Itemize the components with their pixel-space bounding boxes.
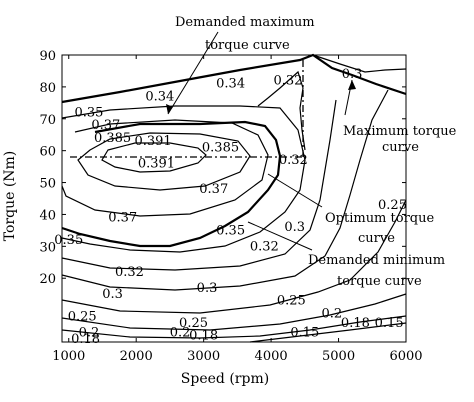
annotation-max-torque: Maximum torque <box>343 124 457 139</box>
demanded-max-curve <box>61 53 407 104</box>
contour-0.385 <box>77 132 251 191</box>
contour-label: 0.15 <box>290 325 319 340</box>
contour-label: 0.25 <box>277 294 306 309</box>
y-tick-label: 50 <box>39 177 56 192</box>
contour-label: 0.37 <box>199 182 228 197</box>
axes: 1000 2000 3000 4000 5000 6000 20 30 40 50 60 70 80 90 <box>39 49 422 364</box>
arrowhead-max-torque <box>348 80 356 90</box>
y-tick-label: 60 <box>39 145 56 160</box>
contour-label: 0.25 <box>179 316 208 331</box>
annotation-optimum-line2: curve <box>358 231 395 246</box>
contour-label: 0.18 <box>71 332 100 347</box>
contour-label: 0.34 <box>145 89 174 104</box>
contour-label: 0.32 <box>250 239 279 254</box>
contour-label: 0.3 <box>342 67 363 82</box>
annotation-demanded-max-line1: Demanded maximum <box>175 15 315 30</box>
contour-label: 0.34 <box>216 77 245 92</box>
x-tick-label: 4000 <box>255 349 288 364</box>
contour-label: 0.18 <box>341 316 370 331</box>
annotation-max-torque-line2: curve <box>382 140 419 155</box>
leader-demanded-min <box>247 221 313 251</box>
contour-label: 0.391 <box>134 134 171 149</box>
y-tick-label: 40 <box>39 208 56 223</box>
y-tick-label: 90 <box>39 49 56 64</box>
contour-0.32-upper <box>257 70 306 151</box>
annotation-demanded-min-line2: torque curve <box>337 274 422 289</box>
contour-label: 0.35 <box>216 223 245 238</box>
contour-label: 0.32 <box>279 153 308 168</box>
x-tick-label: 6000 <box>389 349 422 364</box>
contour-0.391 <box>101 142 207 173</box>
contour-label: 0.3 <box>284 220 305 235</box>
contour-0.32-lower <box>61 99 337 271</box>
x-axis-label: Speed (rpm) <box>181 371 269 387</box>
x-tick-label: 2000 <box>120 349 153 364</box>
plot-frame <box>61 54 407 343</box>
y-tick-label: 70 <box>39 113 56 128</box>
x-tick-label: 1000 <box>52 349 85 364</box>
contour-label: 0.32 <box>115 265 144 280</box>
annotation-optimum-torque: Optimum torque <box>325 211 434 226</box>
leader-optimum <box>267 173 323 208</box>
contour-label: 0.391 <box>138 156 175 171</box>
contour-lines <box>61 31 407 343</box>
contour-label: 0.385 <box>94 131 131 146</box>
contour-0.3 <box>61 89 389 291</box>
max-torque-curve <box>312 54 407 73</box>
y-axis-label: Torque (Nm) <box>2 151 18 242</box>
arrowhead-demanded-max <box>166 104 173 114</box>
contour-label: 0.32 <box>273 74 302 89</box>
contour-0.15 <box>249 322 407 343</box>
x-tick-label: 3000 <box>187 349 220 364</box>
annotations: Demanded maximum Maximum torque Optimum … <box>175 15 457 289</box>
contour-0.18 <box>61 315 407 339</box>
contour-label: 0.3 <box>102 287 123 302</box>
annotation-demanded-max-line2: torque curve <box>205 38 290 53</box>
contour-label: 0.35 <box>54 233 83 248</box>
contour-label: 0.385 <box>202 140 239 155</box>
contour-label: 0.2 <box>321 306 342 321</box>
contour-label: 0.18 <box>189 329 218 344</box>
contour-0.35 <box>61 105 306 253</box>
contour-label: 0.35 <box>75 105 104 120</box>
contour-0.2 <box>61 293 407 331</box>
contour-label: 0.3 <box>197 281 218 296</box>
contour-label: 0.25 <box>378 198 407 213</box>
contour-label: 0.37 <box>108 211 137 226</box>
x-tick-label: 5000 <box>322 349 355 364</box>
y-tick-label: 80 <box>39 81 56 96</box>
contour-label: 0.37 <box>91 118 120 133</box>
contour-label: 0.25 <box>68 309 97 324</box>
contour-label: 0.2 <box>170 325 191 340</box>
contour-0.37-inner <box>61 119 269 217</box>
annotation-demanded-min: Demanded minimum <box>308 253 445 268</box>
leader-demanded-max <box>167 31 219 115</box>
contour-label: 0.2 <box>79 325 100 340</box>
y-tick-label: 30 <box>39 240 56 255</box>
contour-labels: 0.340.34 0.32 0.30.350.370.385 0.3910.3910.… <box>54 67 407 347</box>
contour-label: 0.15 <box>375 316 404 331</box>
contour-0.25 <box>61 199 407 314</box>
y-tick-label: 20 <box>39 272 56 287</box>
